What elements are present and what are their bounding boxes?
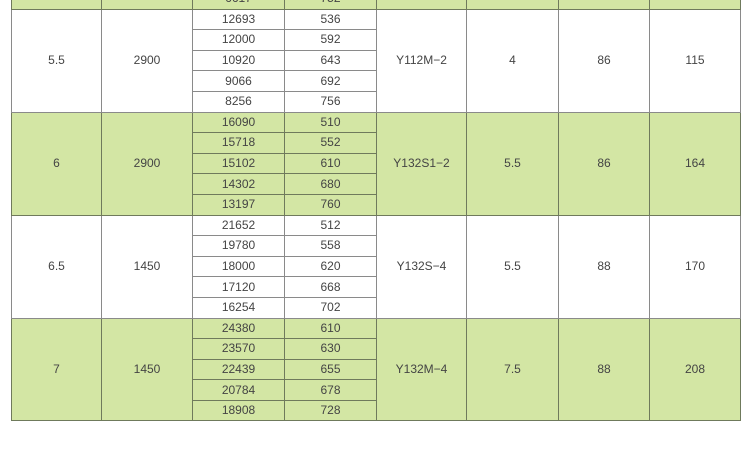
table-row: 22439 655: [12, 358, 741, 381]
flow-cell: 18000: [192, 255, 285, 278]
weight-cell: 208: [649, 317, 741, 422]
flow-cell: 23570: [192, 338, 285, 360]
speed-cell: 2900: [101, 111, 193, 216]
flow-cell: 15718: [192, 132, 285, 154]
flow-cell: 20784: [192, 379, 285, 401]
flow-cell: 21652: [192, 214, 285, 237]
flow-cell: 15102: [192, 152, 285, 175]
head-cell: 630: [284, 338, 377, 360]
flow-cell: 8256: [192, 90, 285, 113]
head-cell: 678: [284, 379, 377, 401]
table-row: 16254 702: [12, 296, 741, 319]
weight-cell: 170: [649, 214, 741, 319]
power-cell: 6.5: [11, 214, 102, 319]
head-cell: 512: [284, 214, 377, 237]
head-cell: 655: [284, 358, 377, 381]
efficiency-cell: 86: [558, 111, 650, 216]
spec-table: 66177525.5290012693536Y112M−248611512000…: [11, 0, 741, 422]
flow-cell: 13197: [192, 193, 285, 216]
motor-model-cell: Y132S−4: [376, 214, 467, 319]
flow-cell: 9066: [192, 70, 285, 92]
motor-power-cell: 5.5: [466, 214, 559, 319]
motor-power-cell: 7.5: [466, 317, 559, 422]
motor-model-cell: Y112M−2: [376, 8, 467, 113]
head-cell: 728: [284, 399, 377, 422]
flow-cell: 17120: [192, 276, 285, 298]
head-cell: 643: [284, 49, 377, 72]
power-cell: 7: [11, 317, 102, 422]
head-cell: 756: [284, 90, 377, 113]
table-row: 20784 678: [12, 379, 741, 401]
table-row: 23570 630: [12, 338, 741, 360]
power-cell: 6: [11, 111, 102, 216]
head-cell: 552: [284, 132, 377, 154]
flow-cell: 19780: [192, 235, 285, 257]
head-cell: 702: [284, 296, 377, 319]
head-cell: 610: [284, 317, 377, 340]
flow-cell: 22439: [192, 358, 285, 381]
flow-cell: 10920: [192, 49, 285, 72]
head-cell: 668: [284, 276, 377, 298]
table-row: 5.5 2900 12693 536 Y112M−2 4 86 115: [11, 8, 741, 113]
table-row: 6617752: [11, 0, 741, 10]
flow-cell: 14302: [192, 173, 285, 195]
head-cell: 592: [284, 29, 377, 51]
weight-cell: 115: [649, 8, 741, 113]
flow-cell: 6617: [192, 0, 285, 10]
efficiency-cell: 86: [558, 8, 650, 113]
efficiency-cell: 88: [558, 317, 650, 422]
table-row: 6.5 1450 21652 512 Y132S−4 5.5 88 170: [11, 214, 741, 319]
motor-power-cell: [466, 0, 559, 10]
head-cell: 692: [284, 70, 377, 92]
head-cell: 752: [284, 0, 377, 10]
head-cell: 760: [284, 193, 377, 216]
head-cell: 620: [284, 255, 377, 278]
weight-cell: [649, 0, 741, 10]
speed-cell: 1450: [101, 214, 193, 319]
head-cell: 558: [284, 235, 377, 257]
speed-cell: [101, 0, 193, 10]
table-row: 17120 668: [12, 276, 741, 298]
motor-power-cell: 4: [466, 8, 559, 113]
motor-model-cell: [376, 0, 467, 10]
power-cell: 5.5: [11, 8, 102, 113]
efficiency-cell: 88: [558, 214, 650, 319]
efficiency-cell: [558, 0, 650, 10]
power-cell: [11, 0, 102, 10]
table-row: 15718 552: [12, 132, 741, 154]
flow-cell: 12000: [192, 29, 285, 51]
flow-cell: 12693: [192, 8, 285, 31]
table-row: 7 1450 24380 610 Y132M−4 7.5 88 208: [11, 317, 741, 422]
head-cell: 680: [284, 173, 377, 195]
motor-model-cell: Y132M−4: [376, 317, 467, 422]
table-row: 9066 692: [12, 70, 741, 92]
table-row: 6 2900 16090 510 Y132S1−2 5.5 86 164: [11, 111, 741, 216]
motor-power-cell: 5.5: [466, 111, 559, 216]
flow-cell: 16090: [192, 111, 285, 134]
motor-model-cell: Y132S1−2: [376, 111, 467, 216]
spec-table-container: 66177525.5290012693536Y112M−248611512000…: [11, 0, 741, 422]
flow-cell: 16254: [192, 296, 285, 319]
head-cell: 510: [284, 111, 377, 134]
speed-cell: 1450: [101, 317, 193, 422]
table-row: 15102 610: [12, 152, 741, 175]
table-row: 18908 728: [12, 399, 741, 422]
flow-cell: 24380: [192, 317, 285, 340]
speed-cell: 2900: [101, 8, 193, 113]
head-cell: 610: [284, 152, 377, 175]
flow-cell: 18908: [192, 399, 285, 422]
weight-cell: 164: [649, 111, 741, 216]
table-row: 14302 680: [12, 173, 741, 195]
head-cell: 536: [284, 8, 377, 31]
